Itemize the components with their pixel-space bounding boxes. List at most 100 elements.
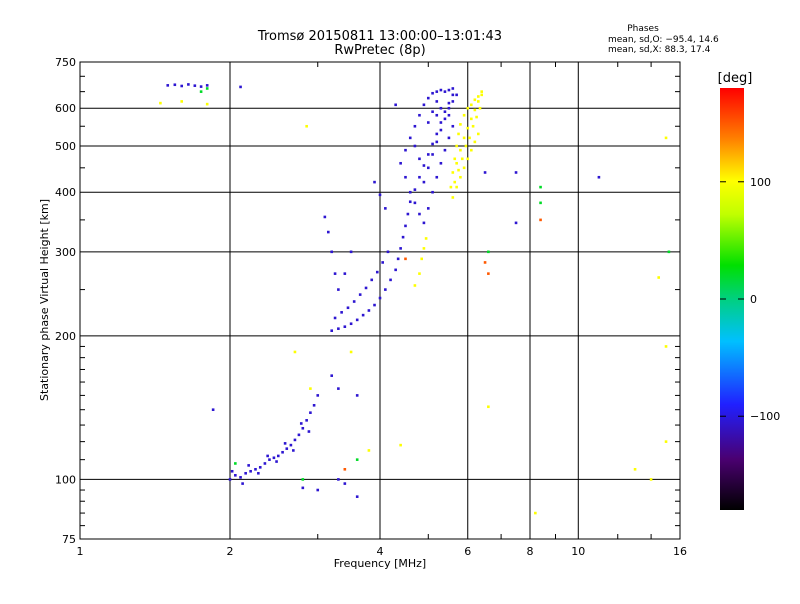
data-point bbox=[358, 293, 362, 296]
data-point bbox=[399, 443, 402, 447]
data-point bbox=[470, 103, 473, 107]
data-point bbox=[451, 87, 455, 90]
data-point bbox=[305, 124, 308, 128]
y-tick-label: 600 bbox=[55, 102, 76, 115]
data-point bbox=[394, 103, 397, 107]
data-point bbox=[384, 207, 387, 210]
y-tick-label: 75 bbox=[62, 533, 76, 546]
data-point bbox=[394, 268, 397, 272]
data-point bbox=[447, 106, 451, 110]
data-point bbox=[297, 433, 301, 437]
data-point bbox=[330, 250, 334, 254]
data-point bbox=[418, 113, 421, 117]
phases-legend-o: mean, sd,O: −95.4, 14.6 bbox=[608, 35, 719, 45]
data-point bbox=[399, 247, 402, 250]
data-point bbox=[301, 486, 305, 490]
data-point bbox=[477, 100, 480, 103]
data-point bbox=[459, 123, 462, 126]
data-point bbox=[293, 350, 297, 354]
data-point bbox=[539, 201, 542, 205]
data-point bbox=[667, 250, 671, 254]
data-point bbox=[346, 306, 350, 310]
data-point bbox=[439, 121, 443, 124]
data-point bbox=[384, 288, 387, 291]
data-point bbox=[309, 411, 312, 414]
data-point bbox=[404, 257, 407, 261]
data-point bbox=[455, 161, 458, 165]
data-point bbox=[431, 142, 434, 146]
data-point bbox=[337, 288, 340, 291]
data-point bbox=[470, 148, 473, 152]
data-point bbox=[435, 140, 439, 144]
data-point bbox=[473, 108, 477, 112]
data-point bbox=[470, 117, 473, 121]
data-point bbox=[205, 87, 209, 90]
data-point bbox=[455, 93, 458, 97]
data-point bbox=[514, 221, 518, 225]
grid-layer bbox=[80, 62, 680, 539]
data-point bbox=[327, 230, 330, 234]
data-point bbox=[466, 157, 470, 161]
data-point bbox=[337, 327, 340, 330]
data-point bbox=[343, 482, 347, 485]
data-point bbox=[399, 161, 402, 165]
chart-subtitle: RwPretec (8p) bbox=[334, 43, 425, 58]
data-point bbox=[301, 478, 305, 481]
data-point bbox=[343, 272, 347, 275]
data-point bbox=[283, 442, 287, 445]
data-point bbox=[292, 449, 295, 452]
data-point bbox=[435, 100, 439, 103]
data-point bbox=[266, 454, 269, 458]
plot-frame bbox=[79, 61, 681, 540]
data-point bbox=[459, 148, 462, 152]
data-point bbox=[418, 272, 421, 275]
data-point bbox=[396, 257, 400, 261]
data-point bbox=[309, 387, 312, 390]
data-point bbox=[431, 110, 434, 114]
data-point bbox=[293, 438, 297, 442]
x-tick-label: 2 bbox=[227, 545, 234, 558]
colorbar-tick-label: 0 bbox=[750, 293, 757, 306]
data-point bbox=[431, 190, 434, 194]
data-point bbox=[447, 88, 451, 92]
data-point bbox=[205, 84, 209, 87]
data-point bbox=[333, 316, 337, 320]
data-point bbox=[431, 91, 434, 95]
data-point bbox=[664, 440, 668, 443]
data-point bbox=[514, 171, 518, 174]
data-point bbox=[234, 462, 237, 465]
colorbar-label: [deg] bbox=[718, 71, 753, 86]
data-point bbox=[337, 387, 340, 390]
data-point bbox=[483, 171, 487, 174]
data-point bbox=[389, 278, 392, 282]
data-point bbox=[258, 466, 262, 469]
data-point bbox=[435, 113, 439, 117]
data-point bbox=[173, 83, 177, 87]
data-point bbox=[420, 257, 423, 261]
y-tick-label: 500 bbox=[55, 140, 76, 153]
data-point bbox=[254, 467, 257, 471]
data-point bbox=[418, 175, 421, 179]
data-point bbox=[451, 196, 455, 199]
data-point bbox=[426, 207, 430, 210]
x-axis-title: Frequency [MHz] bbox=[334, 557, 426, 570]
data-point bbox=[375, 270, 379, 274]
data-point bbox=[166, 84, 170, 87]
data-point bbox=[539, 185, 542, 189]
data-point bbox=[457, 168, 460, 172]
data-point bbox=[244, 471, 247, 475]
data-point bbox=[447, 101, 451, 105]
y-tick-label: 100 bbox=[55, 473, 76, 486]
data-point bbox=[439, 128, 443, 132]
data-point bbox=[352, 300, 356, 303]
data-point bbox=[462, 113, 466, 117]
data-point bbox=[249, 469, 252, 473]
data-point bbox=[364, 286, 368, 290]
x-tick-label: 1 bbox=[77, 545, 84, 558]
data-point bbox=[305, 419, 308, 422]
data-point bbox=[355, 394, 359, 397]
data-point bbox=[193, 84, 197, 87]
data-point bbox=[418, 212, 421, 216]
data-point bbox=[657, 276, 660, 279]
data-point bbox=[422, 164, 426, 167]
